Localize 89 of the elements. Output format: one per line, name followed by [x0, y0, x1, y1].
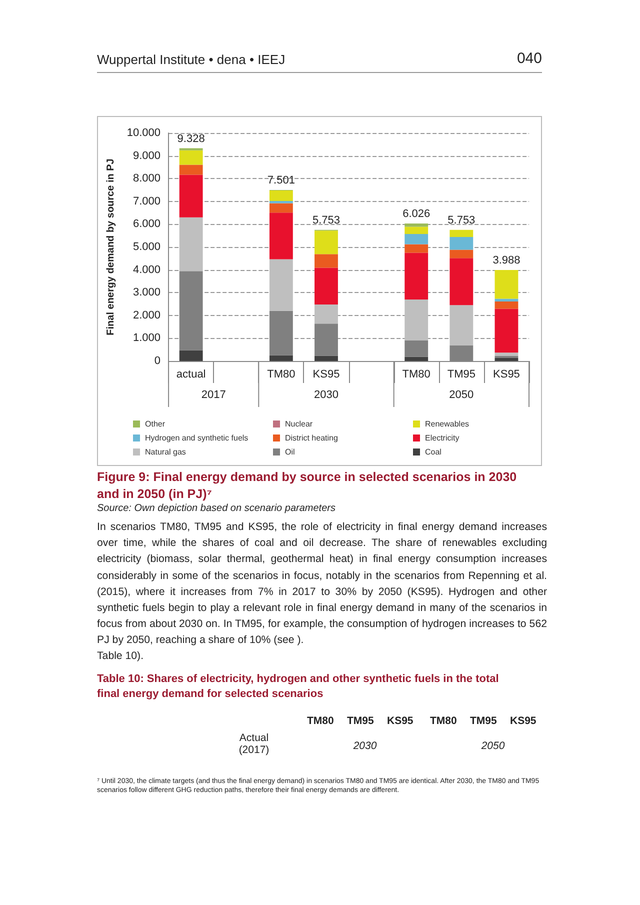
bar: [314, 324, 338, 356]
x-tick-label: TM95: [447, 368, 476, 380]
y-tick-label: 7.000: [133, 195, 161, 208]
y-tick-label: 0: [154, 355, 161, 367]
bar: [450, 258, 474, 306]
x-tick-label: KS95: [312, 368, 340, 380]
bar: [450, 236, 474, 250]
bar: [494, 301, 518, 309]
bar: [314, 254, 338, 268]
y-tick-label: 6.000: [133, 218, 161, 230]
y-tick-label: 1.000: [133, 332, 161, 344]
text: 2030: [352, 740, 378, 752]
bar: [314, 304, 338, 324]
bar: [450, 305, 474, 346]
bar: [404, 234, 428, 244]
bar: [404, 252, 428, 300]
legend-label: Renewables: [425, 420, 470, 428]
text: TM95: [347, 715, 374, 727]
y-tick-label: 5.000: [133, 241, 161, 253]
bar: [269, 190, 293, 201]
x-tick-label: actual: [176, 368, 206, 380]
bar: [494, 358, 518, 361]
legend-label: Coal: [425, 448, 442, 456]
text: 2017: [201, 389, 226, 401]
text: 2050: [449, 389, 474, 401]
x-tick-label: TM80: [267, 368, 296, 380]
bar: [494, 308, 518, 353]
total-label: 3.988: [492, 254, 520, 267]
legend-label: Nuclear: [285, 420, 313, 428]
y-tick-label: 4.000: [133, 264, 161, 276]
bar: [269, 212, 293, 260]
legend-label: Natural gas: [145, 448, 186, 456]
text: KS95: [387, 715, 414, 727]
bar: [404, 224, 428, 227]
total-label: 7.501: [267, 174, 295, 186]
bar: [269, 203, 293, 213]
bar: [404, 244, 428, 253]
bar: [404, 356, 428, 361]
text: In scenarios TM80, TM95 and KS95, the role of electricity in final energy demand increases over time, while the shares of coal and oil decrease. The share of renewables excluding electricity (biomass, solar thermal, geothermal heat) in final energy consumption increases considerably in some of the scenarios in focus, notably in the scenarios from Repenning et al. (2015), where it increases from 7% in 2017 to 30% by 2050 (KS95). Hydrogen and other synthetic fuels begin to play a relevant role in final energy demand in many of the scenarios in focus from about 2030 on. In TM95, for example, the consumption of hydrogen increases to 562 PJ by 2050, reaching a share of 10% (see ).: [97, 520, 547, 648]
total-label: 5.753: [312, 214, 340, 226]
bar: [179, 271, 203, 350]
bar: [450, 230, 474, 237]
bar: [494, 270, 518, 299]
bar: [314, 268, 338, 304]
bar: [404, 299, 428, 340]
source-note: Source: Own depiction based on scenario parameters: [97, 503, 336, 514]
legend-label: District heating: [285, 434, 338, 442]
y-tick-label: 10.000: [126, 127, 161, 139]
y-tick-label: 2.000: [133, 309, 161, 322]
bar: [494, 298, 518, 302]
legend-label: Electricity: [425, 434, 460, 442]
y-tick-label: 3.000: [133, 286, 161, 299]
y-axis-title: Final energy demand by source in PJ: [106, 158, 116, 336]
legend-label: Hydrogen and synthetic fuels: [145, 434, 248, 442]
bar: [404, 226, 428, 234]
text: KS95: [510, 715, 536, 727]
y-tick-label: 8.000: [133, 172, 161, 185]
text: TM80: [307, 715, 334, 727]
bar: [404, 340, 428, 357]
bar: [179, 350, 203, 361]
bar: [269, 259, 293, 311]
total-label: 9.328: [177, 132, 205, 145]
text: Wuppertal Institute • dena • IEEJ: [97, 52, 286, 67]
x-tick-label: KS95: [493, 368, 520, 380]
bar: [179, 150, 203, 165]
total-label: 6.026: [402, 208, 430, 220]
caption: Table 10).: [97, 650, 144, 662]
bar: [450, 250, 474, 258]
caption: Table 10: Shares of electricity, hydrogen and other synthetic fuels in the total final energy demand for selected scenarios: [97, 672, 500, 702]
text: TM95: [470, 715, 497, 727]
total-label: 5.753: [448, 214, 476, 226]
text: 2050: [480, 740, 506, 752]
text: Actual (2017): [238, 732, 270, 756]
legend-label: Other: [145, 420, 166, 428]
text: 040: [516, 50, 542, 67]
bar: [269, 310, 293, 356]
bar: [269, 355, 293, 361]
text: 2030: [314, 389, 338, 401]
bar: [314, 230, 338, 254]
x-tick-label: TM80: [402, 368, 430, 380]
bar: [314, 356, 338, 361]
bar: [179, 164, 203, 175]
legend-label: Oil: [285, 448, 295, 456]
text: TM80: [430, 715, 457, 727]
bar: [179, 217, 203, 272]
bar: [494, 352, 518, 356]
bar: [179, 174, 203, 218]
y-tick-label: 9.000: [133, 150, 161, 162]
text: Figure 9: Final energy demand by source in selected scenarios in 2030 and in 2050 (in PJ)⁷: [97, 469, 518, 503]
